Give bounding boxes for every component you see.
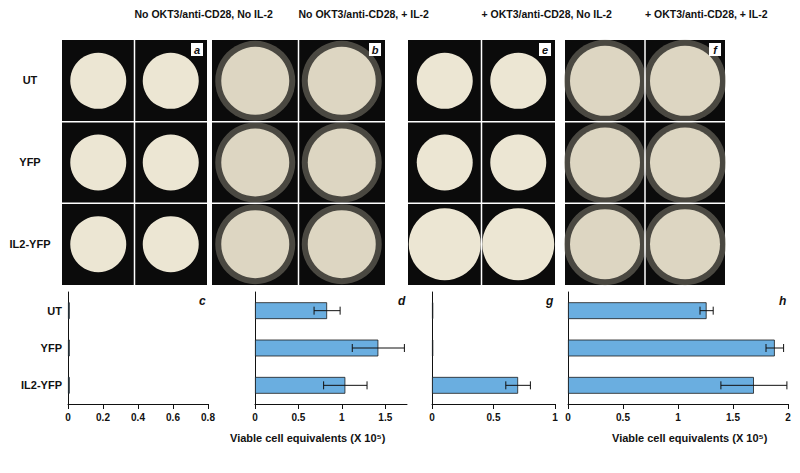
svg-text:0: 0 bbox=[429, 412, 435, 423]
svg-text:0.4: 0.4 bbox=[131, 412, 145, 423]
svg-text:h: h bbox=[779, 294, 786, 308]
svg-text:UT: UT bbox=[47, 305, 62, 317]
svg-text:YFP: YFP bbox=[19, 156, 40, 168]
svg-text:No OKT3/anti-CD28, + IL-2: No OKT3/anti-CD28, + IL-2 bbox=[298, 8, 429, 20]
svg-text:0.6: 0.6 bbox=[166, 412, 180, 423]
svg-text:0.8: 0.8 bbox=[201, 412, 215, 423]
svg-text:0: 0 bbox=[565, 412, 571, 423]
svg-text:No OKT3/anti-CD28, No IL-2: No OKT3/anti-CD28, No IL-2 bbox=[134, 8, 272, 20]
svg-text:2: 2 bbox=[785, 412, 791, 423]
svg-text:1: 1 bbox=[675, 412, 681, 423]
svg-text:0.5: 0.5 bbox=[616, 412, 630, 423]
svg-text:0: 0 bbox=[65, 412, 71, 423]
svg-text:Viable cell equivalents (X 10⁵: Viable cell equivalents (X 10⁵) bbox=[612, 432, 768, 444]
svg-text:1: 1 bbox=[339, 412, 345, 423]
svg-text:0.2: 0.2 bbox=[96, 412, 110, 423]
svg-text:g: g bbox=[545, 294, 554, 308]
svg-text:Viable cell equivalents (X 10⁵: Viable cell equivalents (X 10⁵) bbox=[230, 432, 386, 444]
svg-text:a: a bbox=[194, 44, 200, 56]
svg-text:1: 1 bbox=[552, 412, 558, 423]
svg-text:0: 0 bbox=[252, 412, 258, 423]
svg-text:b: b bbox=[372, 44, 379, 56]
svg-text:IL2-YFP: IL2-YFP bbox=[10, 238, 51, 250]
svg-text:+ OKT3/anti-CD28, No IL-2: + OKT3/anti-CD28, No IL-2 bbox=[481, 8, 612, 20]
svg-text:YFP: YFP bbox=[41, 342, 62, 354]
svg-text:0.5: 0.5 bbox=[487, 412, 501, 423]
svg-text:0.5: 0.5 bbox=[291, 412, 305, 423]
svg-text:UT: UT bbox=[23, 74, 38, 86]
svg-text:1.5: 1.5 bbox=[726, 412, 740, 423]
svg-text:IL2-YFP: IL2-YFP bbox=[21, 379, 62, 391]
svg-text:e: e bbox=[542, 44, 548, 56]
svg-text:c: c bbox=[199, 294, 206, 308]
svg-text:1.5: 1.5 bbox=[378, 412, 392, 423]
svg-text:d: d bbox=[398, 294, 406, 308]
svg-text:+ OKT3/anti-CD28, + IL-2: + OKT3/anti-CD28, + IL-2 bbox=[645, 8, 768, 20]
svg-text:f: f bbox=[713, 44, 718, 56]
